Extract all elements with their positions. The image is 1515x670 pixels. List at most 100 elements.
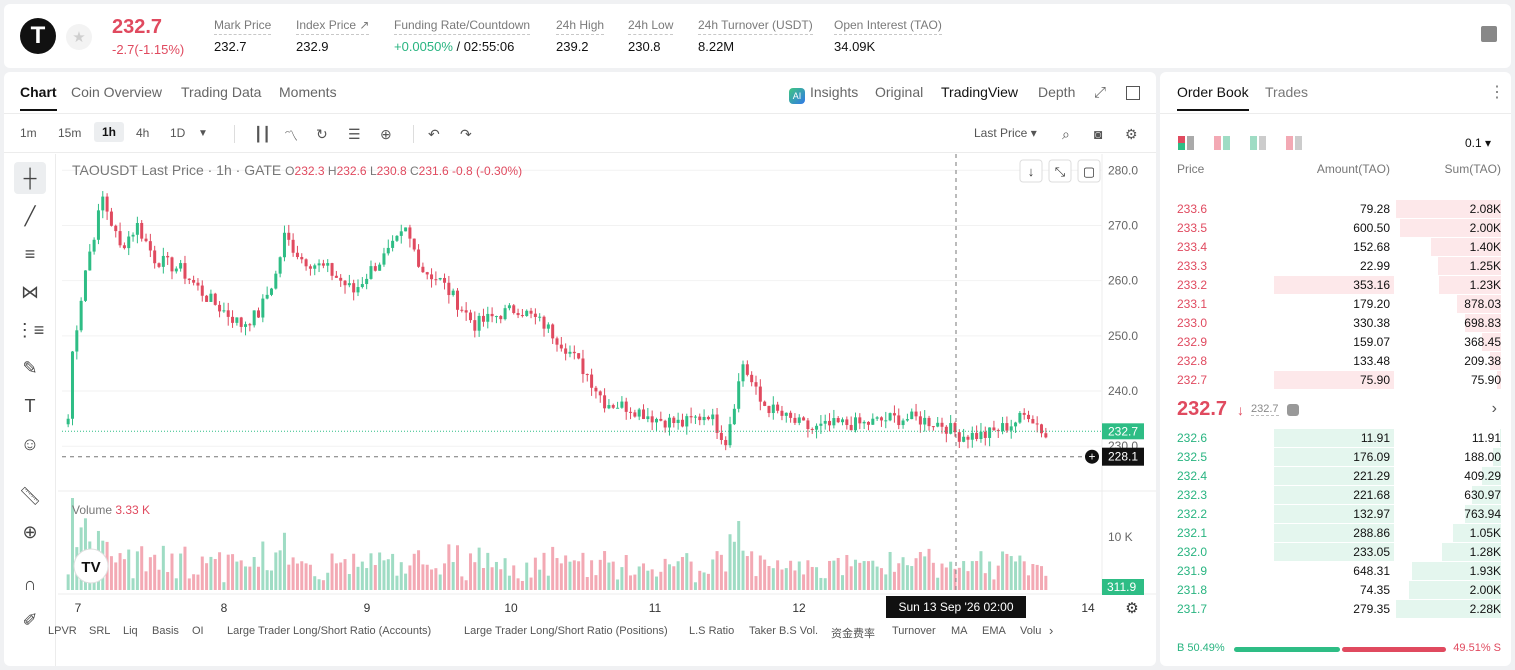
pencil-lock-icon[interactable]: ✐: [22, 609, 38, 630]
view-original[interactable]: Original: [875, 84, 924, 100]
expand-icon[interactable]: ⤢: [1094, 84, 1107, 101]
indicator-oi[interactable]: OI: [192, 625, 204, 637]
tab-moments[interactable]: Moments: [279, 84, 337, 100]
add-indicator-icon[interactable]: ⊕: [380, 126, 392, 142]
text-icon[interactable]: T: [24, 395, 36, 416]
favorite-star-icon[interactable]: ★: [66, 24, 92, 50]
trendline-icon[interactable]: ╱: [24, 205, 36, 226]
orderbook-row[interactable]: 232.5 176.09 188.00: [1160, 448, 1511, 466]
orderbook-row[interactable]: 231.7 279.35 2.28K: [1160, 600, 1511, 618]
orderbook-row[interactable]: 232.1 288.86 1.05K: [1160, 524, 1511, 542]
layout-bids-icon[interactable]: [1250, 136, 1266, 150]
timeframe-1h[interactable]: 1h: [94, 122, 125, 142]
orderbook-row[interactable]: 233.3 22.99 1.25K: [1160, 257, 1511, 275]
undo-icon[interactable]: ↶: [428, 126, 440, 142]
indicator-srl[interactable]: SRL: [89, 625, 111, 637]
orderbook-row[interactable]: 232.0 233.05 1.28K: [1160, 543, 1511, 561]
insights-button[interactable]: AI Insights: [789, 84, 858, 104]
candle-body: [819, 423, 823, 426]
candle-body: [957, 432, 961, 442]
orderbook-row[interactable]: 232.3 221.68 630.97: [1160, 486, 1511, 504]
orderbook-row[interactable]: 231.8 74.35 2.00K: [1160, 581, 1511, 599]
book-icon[interactable]: [1481, 26, 1497, 42]
indicator-ema[interactable]: EMA: [982, 625, 1006, 637]
emoji-icon[interactable]: ☺: [20, 433, 40, 454]
timeframe-dropdown-icon[interactable]: ▼: [198, 128, 208, 139]
template-icon[interactable]: ☰: [348, 126, 361, 142]
magnet-icon[interactable]: ∩: [23, 573, 37, 594]
tab-trades[interactable]: Trades: [1265, 84, 1309, 100]
volume-bar: [940, 563, 944, 590]
layout-split-icon[interactable]: [1214, 136, 1230, 150]
indicators-icon[interactable]: 〽: [284, 128, 298, 144]
window-icon[interactable]: [1126, 86, 1140, 100]
indicator-ma[interactable]: MA: [951, 625, 968, 637]
stat-label[interactable]: Index Price ↗: [296, 18, 370, 35]
orderbook-row[interactable]: 233.4 152.68 1.40K: [1160, 238, 1511, 256]
stat-label[interactable]: Mark Price: [214, 18, 272, 35]
timeframe-4h[interactable]: 4h: [136, 126, 150, 140]
candle-body: [888, 413, 892, 421]
indicator-lt-accounts[interactable]: Large Trader Long/Short Ratio (Accounts): [227, 625, 432, 637]
indicator-volume[interactable]: Volu: [1020, 625, 1042, 637]
orderbook-row[interactable]: 232.4 221.29 409.29: [1160, 467, 1511, 485]
tab-trading-data[interactable]: Trading Data: [181, 84, 262, 100]
orderbook-row[interactable]: 233.2 353.16 1.23K: [1160, 276, 1511, 294]
view-tradingview[interactable]: TradingView: [941, 84, 1019, 100]
brush-icon[interactable]: ✎: [22, 357, 38, 378]
more-icon[interactable]: ⋮: [1489, 84, 1505, 101]
orderbook-row[interactable]: 232.8 133.48 209.38: [1160, 352, 1511, 370]
orderbook-row[interactable]: 233.1 179.20 878.03: [1160, 295, 1511, 313]
indicator-funding[interactable]: 资金费率: [831, 628, 875, 640]
orderbook-row[interactable]: 232.6 11.91 11.91: [1160, 429, 1511, 447]
price-type-select[interactable]: Last Price ▾: [974, 126, 1037, 140]
orderbook-row[interactable]: 232.9 159.07 368.45: [1160, 333, 1511, 351]
crosshair-icon[interactable]: ┼: [14, 162, 46, 194]
fib-icon[interactable]: ⋮≡: [15, 319, 45, 340]
indicator-taker-vol[interactable]: Taker B.S Vol.: [749, 625, 819, 637]
indicator-basis[interactable]: Basis: [152, 625, 179, 637]
view-depth[interactable]: Depth: [1038, 84, 1076, 100]
pattern-icon[interactable]: ⋈: [21, 281, 39, 302]
orderbook-row[interactable]: 233.6 79.28 2.08K: [1160, 200, 1511, 218]
redo-icon[interactable]: ↷: [460, 126, 472, 142]
volume-bar: [468, 553, 472, 590]
orderbook-row[interactable]: 232.7 75.90 75.90: [1160, 371, 1511, 389]
indicator-lpvr[interactable]: LPVR: [48, 625, 77, 637]
ruler-icon[interactable]: 📏︎: [18, 485, 42, 506]
zoom-in-icon[interactable]: ⊕: [22, 521, 38, 542]
indicator-ls-ratio[interactable]: L.S Ratio: [689, 625, 735, 637]
layout-asks-icon[interactable]: [1286, 136, 1302, 150]
stat-label[interactable]: Open Interest (TAO): [834, 18, 942, 35]
candle-type-icon[interactable]: ┃┃: [254, 126, 271, 142]
indicator-turnover[interactable]: Turnover: [892, 625, 936, 637]
layout-both-icon[interactable]: [1178, 136, 1194, 150]
volume-bar: [391, 553, 395, 590]
orderbook-row[interactable]: 233.0 330.38 698.83: [1160, 314, 1511, 332]
camera-icon[interactable]: ◙: [1094, 126, 1103, 142]
mid-price-row[interactable]: 232.7 ↓ 232.7 ›: [1177, 398, 1497, 422]
indicator-liq[interactable]: Liq: [123, 625, 138, 637]
collapse-icon: ⤡: [1055, 164, 1066, 179]
tab-chart[interactable]: Chart: [20, 84, 57, 111]
gear-icon[interactable]: ⚙: [1125, 126, 1138, 142]
chevron-right-icon[interactable]: ›: [1049, 623, 1054, 638]
orderbook-row[interactable]: 233.5 600.50 2.00K: [1160, 219, 1511, 237]
tab-coin-overview[interactable]: Coin Overview: [71, 84, 163, 100]
chevron-right-icon[interactable]: ›: [1491, 400, 1497, 417]
stat-label[interactable]: Funding Rate/Countdown: [394, 18, 531, 35]
timeframe-1d[interactable]: 1D: [170, 126, 186, 140]
candle-body: [79, 300, 83, 331]
orderbook-row[interactable]: 231.9 648.31 1.93K: [1160, 562, 1511, 580]
timeframe-15m[interactable]: 15m: [58, 126, 82, 140]
orderbook-row[interactable]: 232.2 132.97 763.94: [1160, 505, 1511, 523]
indicator-lt-positions[interactable]: Large Trader Long/Short Ratio (Positions…: [464, 625, 668, 637]
tab-order-book[interactable]: Order Book: [1177, 84, 1249, 111]
horizontal-lines-icon[interactable]: ≡: [24, 243, 36, 264]
refresh-icon[interactable]: ↻: [316, 126, 328, 142]
timeframe-1m[interactable]: 1m: [20, 126, 37, 140]
volume-bar: [988, 561, 992, 590]
precision-select[interactable]: 0.1 ▾: [1464, 136, 1491, 150]
search-icon[interactable]: ⌕: [1062, 126, 1070, 142]
